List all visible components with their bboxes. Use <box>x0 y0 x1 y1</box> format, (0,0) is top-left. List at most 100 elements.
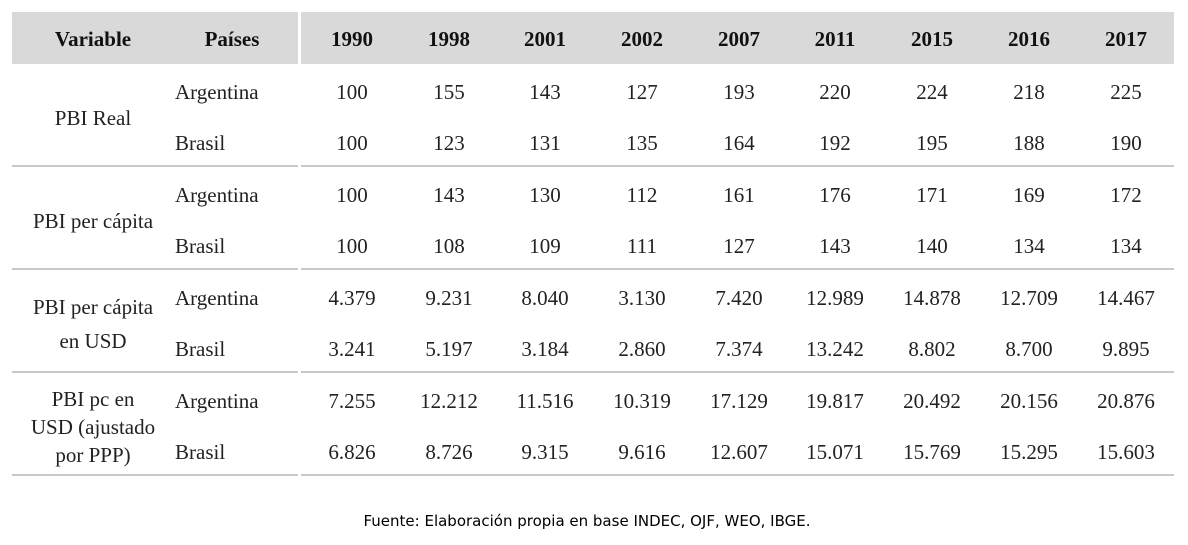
country-name: Brasil <box>175 234 226 258</box>
row-divider <box>301 268 1174 270</box>
table-cell-value: 134 <box>1013 234 1045 258</box>
variable-label-line: PBI per cápita <box>32 294 154 319</box>
table-cell-value: 7.420 <box>715 286 763 310</box>
country-name: Brasil <box>175 337 226 361</box>
table-cell-value: 3.130 <box>618 286 666 310</box>
header-year: 2016 <box>1008 27 1050 51</box>
header-year: 1990 <box>331 27 373 51</box>
row-divider <box>12 474 298 476</box>
table-cell-value: 10.319 <box>613 389 671 413</box>
row-divider <box>12 371 298 373</box>
table-cell-value: 14.878 <box>903 286 961 310</box>
variable-label: PBI Real <box>12 105 174 131</box>
table-cell-value: 19.817 <box>806 389 864 413</box>
header-year: 2002 <box>621 27 663 51</box>
table-cell-value: 193 <box>723 80 755 104</box>
header-year: 1998 <box>428 27 470 51</box>
table-cell-value: 2.860 <box>618 337 666 361</box>
table-cell-value: 8.802 <box>908 337 956 361</box>
table-cell-value: 220 <box>819 80 851 104</box>
table-cell-value: 140 <box>916 234 948 258</box>
variable-label: PBI per cápita <box>12 208 174 234</box>
table-cell-value: 15.071 <box>806 440 864 464</box>
table-cell-value: 12.607 <box>710 440 768 464</box>
table-cell-value: 155 <box>433 80 465 104</box>
row-divider <box>12 268 298 270</box>
table-cell-value: 111 <box>627 234 657 258</box>
table-cell-value: 143 <box>819 234 851 258</box>
table-cell-value: 190 <box>1110 131 1142 155</box>
header-band-left <box>12 12 298 64</box>
variable-label-line: PBI per cápita <box>32 208 154 233</box>
table-cell-value: 15.295 <box>1000 440 1058 464</box>
variable-label-line: por PPP) <box>55 442 131 467</box>
table-cell-value: 14.467 <box>1097 286 1155 310</box>
table-cell-value: 195 <box>916 131 948 155</box>
header-countries: Países <box>204 27 260 51</box>
table-cell-value: 17.129 <box>710 389 768 413</box>
table-cell-value: 143 <box>529 80 561 104</box>
table-cell-value: 176 <box>819 183 851 207</box>
table-cell-value: 171 <box>916 183 948 207</box>
table-cell-value: 12.989 <box>806 286 864 310</box>
table-cell-value: 12.709 <box>1000 286 1058 310</box>
table-cell-value: 127 <box>626 80 658 104</box>
table-cell-value: 108 <box>433 234 465 258</box>
variable-label: PBI per cápita en USD <box>12 290 174 358</box>
source-note: Fuente: Elaboración propia en base INDEC… <box>363 512 811 530</box>
table-cell-value: 6.826 <box>328 440 376 464</box>
row-divider <box>12 165 298 167</box>
table-cell-value: 9.616 <box>618 440 666 464</box>
table-cell-value: 143 <box>433 183 465 207</box>
variable-label: PBI pc en USD (ajustado por PPP) <box>12 385 174 469</box>
table-cell-value: 9.895 <box>1102 337 1150 361</box>
table-cell-value: 15.769 <box>903 440 961 464</box>
table-cell-value: 15.603 <box>1097 440 1155 464</box>
table-cell-value: 7.374 <box>715 337 763 361</box>
header-year: 2017 <box>1105 27 1147 51</box>
table-cell-value: 109 <box>529 234 561 258</box>
table-cell-value: 112 <box>626 183 658 207</box>
table-cell-value: 11.516 <box>516 389 574 413</box>
table-cell-value: 100 <box>336 80 368 104</box>
row-divider <box>301 474 1174 476</box>
table-cell-value: 20.492 <box>903 389 961 413</box>
table-cell-value: 169 <box>1013 183 1045 207</box>
table-cell-value: 20.156 <box>1000 389 1058 413</box>
table-cell-value: 131 <box>529 131 561 155</box>
header-year: 2015 <box>911 27 953 51</box>
table-cell-value: 100 <box>336 131 368 155</box>
table-cell-value: 164 <box>723 131 755 155</box>
row-divider <box>301 165 1174 167</box>
country-name: Brasil <box>175 440 226 464</box>
variable-label-line: USD (ajustado <box>30 414 156 439</box>
table-cell-value: 225 <box>1110 80 1142 104</box>
table-cell-value: 8.726 <box>425 440 473 464</box>
variable-label-line: PBI Real <box>54 105 132 130</box>
table-cell-value: 130 <box>529 183 561 207</box>
country-name: Argentina <box>175 389 259 413</box>
table-cell-value: 224 <box>916 80 948 104</box>
table-cell-value: 3.241 <box>328 337 376 361</box>
table-cell-value: 100 <box>336 183 368 207</box>
table-cell-value: 8.040 <box>521 286 569 310</box>
variable-label-line: en USD <box>59 328 127 353</box>
table-cell-value: 20.876 <box>1097 389 1155 413</box>
table-cell-value: 9.315 <box>521 440 569 464</box>
country-name: Argentina <box>175 80 259 104</box>
country-name: Argentina <box>175 183 259 207</box>
table-cell-value: 7.255 <box>328 389 376 413</box>
variable-label-line: PBI pc en <box>51 386 135 411</box>
table-cell-value: 218 <box>1013 80 1045 104</box>
header-year: 2001 <box>524 27 566 51</box>
table-cell-value: 135 <box>626 131 658 155</box>
table-cell-value: 123 <box>433 131 465 155</box>
table-cell-value: 13.242 <box>806 337 864 361</box>
table-cell-value: 127 <box>723 234 755 258</box>
table-cell-value: 4.379 <box>328 286 376 310</box>
country-name: Argentina <box>175 286 259 310</box>
table-cell-value: 192 <box>819 131 851 155</box>
table-cell-value: 161 <box>723 183 755 207</box>
header-variable: Variable <box>54 27 132 51</box>
country-name: Brasil <box>175 131 226 155</box>
